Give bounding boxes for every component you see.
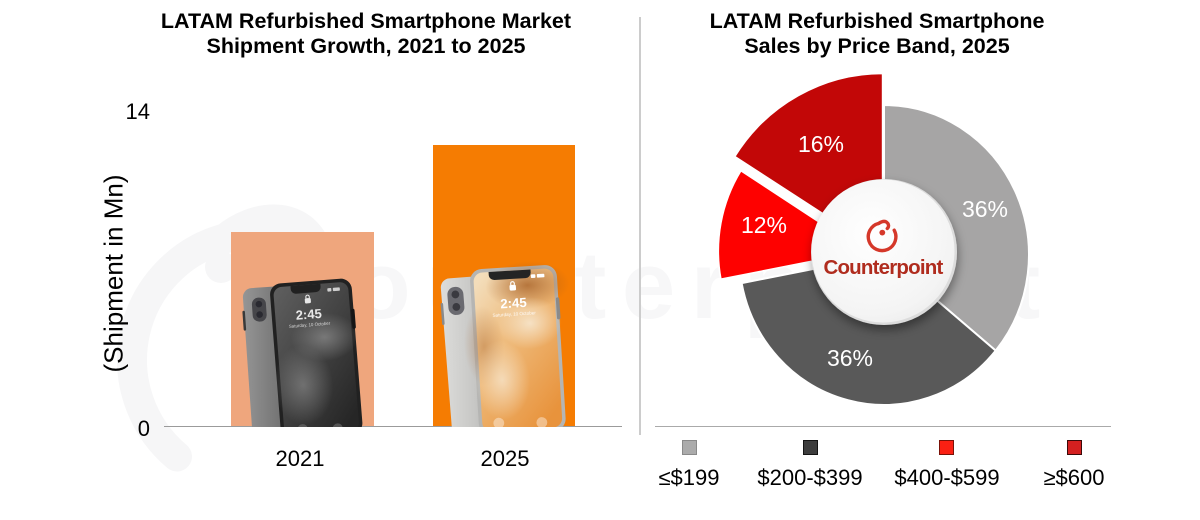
svg-text:Saturday, 10 October: Saturday, 10 October <box>492 310 536 318</box>
svg-text:12%: 12% <box>741 212 787 238</box>
svg-text:Counterpoint: Counterpoint <box>823 256 943 279</box>
svg-text:16%: 16% <box>798 131 844 157</box>
svg-text:36%: 36% <box>962 196 1008 222</box>
svg-text:Saturday, 10 October: Saturday, 10 October <box>289 321 331 329</box>
svg-text:2:45: 2:45 <box>500 295 527 312</box>
svg-text:2:45: 2:45 <box>295 306 322 323</box>
svg-text:36%: 36% <box>827 345 873 371</box>
